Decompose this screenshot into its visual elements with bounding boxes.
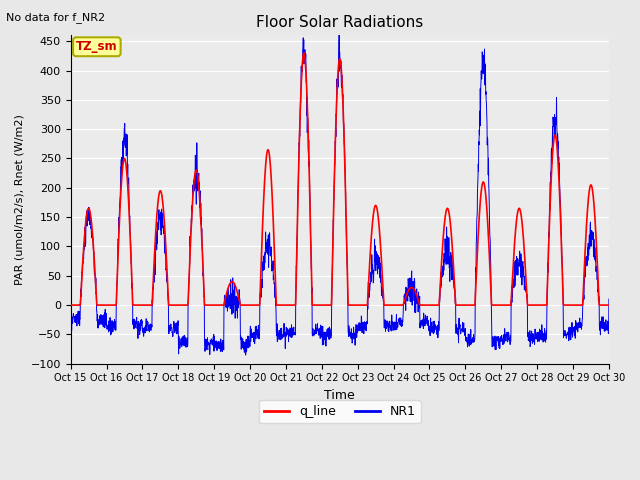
q_line — [573, 302, 580, 308]
q_line — [605, 302, 612, 308]
NR1 — [367, 274, 375, 280]
NR1 — [356, 323, 364, 328]
q_line — [497, 302, 504, 308]
NR1 — [605, 296, 612, 302]
NR1 — [242, 352, 250, 358]
q_line — [355, 302, 363, 308]
NR1 — [497, 335, 504, 340]
Title: Floor Solar Radiations: Floor Solar Radiations — [256, 15, 424, 30]
X-axis label: Time: Time — [324, 389, 355, 402]
Line: NR1: NR1 — [70, 34, 609, 355]
q_line — [300, 50, 308, 56]
q_line — [217, 302, 225, 308]
q_line — [557, 245, 565, 251]
q_line — [367, 238, 375, 244]
NR1 — [558, 249, 566, 255]
Y-axis label: PAR (umol/m2/s), Rnet (W/m2): PAR (umol/m2/s), Rnet (W/m2) — [15, 114, 25, 285]
Line: q_line: q_line — [70, 53, 609, 305]
NR1 — [67, 316, 74, 322]
Text: TZ_sm: TZ_sm — [76, 40, 118, 53]
NR1 — [335, 31, 343, 36]
NR1 — [573, 324, 580, 330]
Legend: q_line, NR1: q_line, NR1 — [259, 400, 420, 423]
Text: No data for f_NR2: No data for f_NR2 — [6, 12, 106, 23]
q_line — [67, 302, 74, 308]
NR1 — [217, 336, 225, 342]
